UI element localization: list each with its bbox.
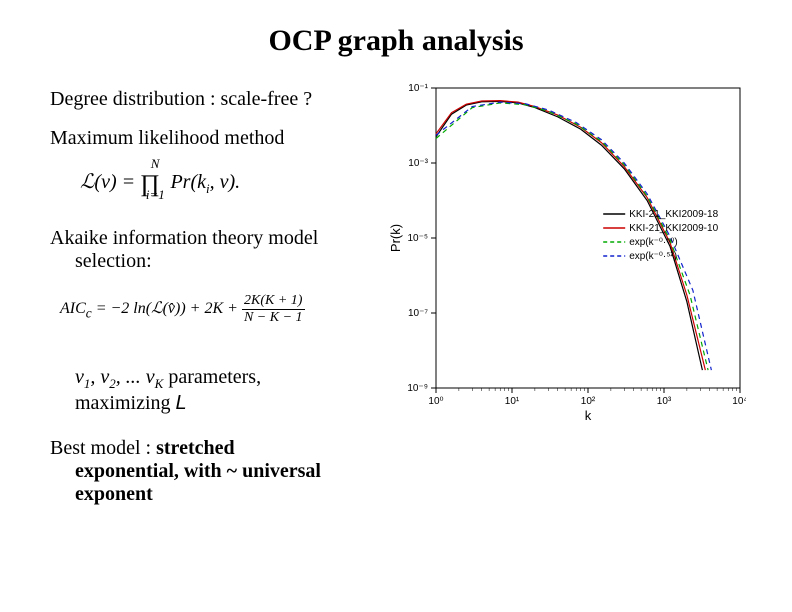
- text-akaike: Akaike information theory model selectio…: [50, 227, 376, 273]
- svg-text:10⁻⁹: 10⁻⁹: [408, 383, 429, 394]
- prod-upper: N: [151, 156, 160, 171]
- svg-text:10¹: 10¹: [505, 396, 520, 407]
- p-suf: parameters,: [163, 366, 261, 388]
- svg-text:10³: 10³: [657, 396, 672, 407]
- best-b3: exponent: [75, 483, 153, 505]
- aic-frac-den: N − K − 1: [242, 310, 305, 326]
- content-row: Degree distribution : scale-free ? Maxim…: [0, 68, 792, 506]
- formula-lhs: ℒ(v): [80, 171, 117, 193]
- formula-eq: =: [117, 171, 141, 193]
- left-column: Degree distribution : scale-free ? Maxim…: [50, 68, 386, 506]
- degree-distribution-chart: 10⁰ 10¹ 10² 10³ 10⁴ 10⁻⁹ 10⁻⁷ 10⁻⁵ 10⁻³ 10⁻¹ k Pr(k…: [386, 78, 746, 428]
- aic-frac-num: 2K(K + 1): [242, 293, 305, 310]
- text-ml-method: Maximum likelihood method: [50, 127, 376, 150]
- svg-text:10⁻⁷: 10⁻⁷: [408, 308, 428, 319]
- svg-text:10²: 10²: [581, 396, 596, 407]
- text-akaike-a: Akaike information theory model: [50, 227, 318, 249]
- prod-lower: i=1: [146, 187, 165, 202]
- p-m1: , v: [90, 366, 109, 388]
- svg-text:KKI-21_KKI2009-10: KKI-21_KKI2009-10: [629, 223, 718, 234]
- best-prefix: Best model :: [50, 437, 156, 459]
- svg-text:10⁻¹: 10⁻¹: [409, 83, 429, 94]
- svg-text:10⁻³: 10⁻³: [409, 158, 429, 169]
- formula-rhs: Pr(k: [165, 171, 206, 193]
- aic-eq: = −2 ln(ℒ(v̂)) + 2K +: [92, 300, 242, 317]
- text-degree-dist: Degree distribution : scale-free ?: [50, 88, 376, 111]
- formula-likelihood: ℒ(v) = ∏i=1N Pr(ki, v).: [80, 168, 376, 197]
- svg-text:exp(k⁻⁰·⁵⁰): exp(k⁻⁰·⁵⁰): [629, 237, 678, 248]
- text-akaike-b: selection:: [75, 250, 152, 272]
- svg-text:k: k: [585, 408, 592, 423]
- p-max: maximizing: [75, 392, 176, 414]
- p-v1: v: [75, 366, 84, 388]
- p-m2: , ... v: [116, 366, 155, 388]
- svg-text:10⁴: 10⁴: [733, 396, 747, 407]
- svg-text:10⁻⁵: 10⁻⁵: [408, 233, 429, 244]
- formula-aic: AICc = −2 ln(ℒ(v̂)) + 2K + 2K(K + 1)N − …: [60, 293, 376, 326]
- best-b1: stretched: [156, 437, 235, 459]
- formula-rhs-suffix: , v).: [210, 171, 241, 193]
- right-column: 10⁰ 10¹ 10² 10³ 10⁴ 10⁻⁹ 10⁻⁷ 10⁻⁵ 10⁻³ 10⁻¹ k Pr(k…: [386, 68, 752, 506]
- aic-lhs: AIC: [60, 300, 86, 317]
- p-L: L: [176, 392, 187, 414]
- svg-text:exp(k⁻⁰·⁵²): exp(k⁻⁰·⁵²): [629, 251, 677, 262]
- svg-text:Pr(k): Pr(k): [388, 224, 403, 252]
- text-best-model: Best model : stretched exponential, with…: [50, 437, 376, 506]
- page-title: OCP graph analysis: [0, 0, 792, 68]
- aic-frac: 2K(K + 1)N − K − 1: [242, 293, 305, 326]
- svg-text:KKI-21_KKI2009-18: KKI-21_KKI2009-18: [629, 209, 718, 220]
- text-params: v1, v2, ... vK parameters, maximizing L: [75, 366, 376, 415]
- svg-text:10⁰: 10⁰: [429, 396, 444, 407]
- best-b2: exponential, with ~ universal: [75, 460, 321, 482]
